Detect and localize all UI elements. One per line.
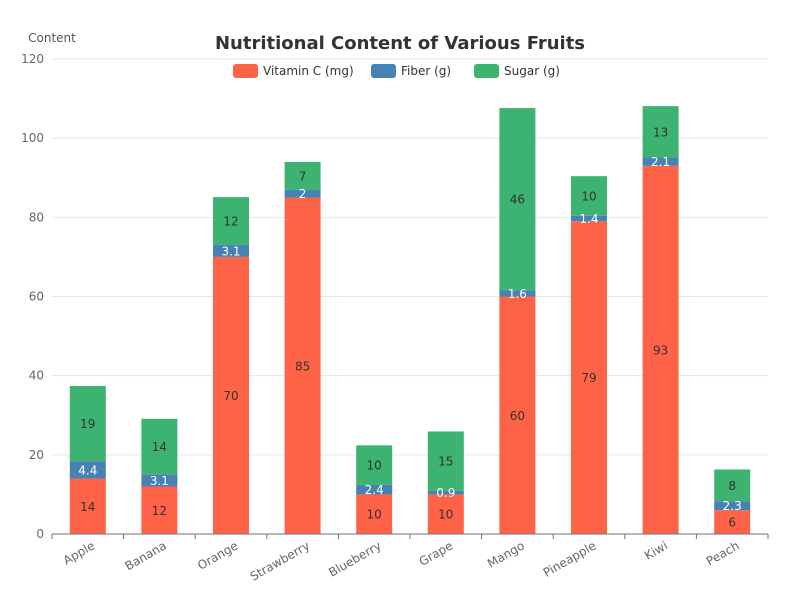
y-tick-label: 60 bbox=[29, 290, 44, 304]
y-tick-label: 80 bbox=[29, 210, 44, 224]
bar-segment[interactable] bbox=[427, 494, 464, 534]
x-tick-label: Peach bbox=[704, 538, 742, 568]
data-label: 19 bbox=[80, 417, 95, 431]
bar-segment[interactable] bbox=[714, 469, 751, 502]
y-tick-label: 120 bbox=[21, 52, 44, 66]
data-label: 2.1 bbox=[651, 155, 670, 169]
bar-segment[interactable] bbox=[141, 474, 178, 487]
data-label: 10 bbox=[438, 508, 453, 522]
legend-swatch bbox=[371, 64, 396, 78]
bar-segment[interactable] bbox=[642, 106, 679, 158]
data-label: 3.1 bbox=[221, 244, 240, 258]
bar-segment[interactable] bbox=[141, 418, 178, 475]
legend-label: Fiber (g) bbox=[401, 64, 451, 78]
legend-item[interactable]: Fiber (g) bbox=[371, 64, 451, 78]
data-label: 1.4 bbox=[579, 212, 598, 226]
data-label: 3.1 bbox=[150, 474, 169, 488]
bar-segment[interactable] bbox=[499, 290, 536, 297]
bar-segment[interactable] bbox=[571, 221, 607, 534]
x-tick-label: Pineapple bbox=[541, 538, 599, 579]
bars bbox=[69, 106, 751, 535]
y-axis-title: Content bbox=[28, 31, 76, 45]
data-label: 14 bbox=[80, 500, 95, 514]
legend-swatch bbox=[233, 64, 258, 78]
bar-segment[interactable] bbox=[499, 296, 536, 535]
data-label: 12 bbox=[223, 214, 238, 228]
data-label: 1.6 bbox=[508, 287, 527, 301]
data-label: 8 bbox=[728, 479, 736, 493]
data-label: 12 bbox=[152, 504, 167, 518]
bar-segment[interactable] bbox=[642, 157, 679, 166]
data-labels: 14 4.4 19 12 3.1 14 70 3.1 12 85 2 7 10 2.4 10 10 0.9 15 6… bbox=[78, 125, 741, 529]
y-tick-label: 20 bbox=[29, 448, 44, 462]
data-label: 4.4 bbox=[78, 463, 97, 477]
bar-segment[interactable] bbox=[69, 461, 106, 479]
data-label: 14 bbox=[152, 440, 167, 454]
bar-segment[interactable] bbox=[571, 176, 607, 216]
bar-segment[interactable] bbox=[213, 244, 249, 257]
x-tick-label: Mango bbox=[485, 538, 527, 570]
data-label: 79 bbox=[581, 371, 596, 385]
y-tick-label: 100 bbox=[21, 131, 44, 145]
y-tick-label: 40 bbox=[29, 369, 44, 383]
bar-segment[interactable] bbox=[213, 197, 249, 245]
bar-segment[interactable] bbox=[69, 385, 106, 462]
data-label: 60 bbox=[510, 409, 525, 423]
data-label: 2.4 bbox=[365, 483, 384, 497]
bar-segment[interactable] bbox=[141, 486, 178, 535]
bar-segment[interactable] bbox=[642, 165, 679, 534]
data-label: 13 bbox=[653, 125, 668, 139]
bar-segment[interactable] bbox=[427, 431, 464, 491]
y-tick-label: 0 bbox=[36, 527, 44, 541]
data-label: 7 bbox=[299, 169, 307, 183]
data-label: 15 bbox=[438, 455, 453, 469]
bar-segment[interactable] bbox=[284, 189, 321, 198]
bar-segment[interactable] bbox=[714, 510, 751, 534]
bar-segment[interactable] bbox=[284, 161, 321, 190]
bar-segment[interactable] bbox=[356, 484, 393, 495]
data-label: 70 bbox=[223, 389, 238, 403]
data-label: 10 bbox=[367, 459, 382, 473]
bar-segment[interactable] bbox=[284, 197, 321, 534]
data-label: 0.9 bbox=[436, 486, 455, 500]
x-tick-label: Blueberry bbox=[326, 538, 384, 579]
legend-swatch bbox=[474, 64, 499, 78]
x-tick-label: Strawberry bbox=[248, 538, 312, 583]
x-tick-label: Orange bbox=[195, 538, 240, 572]
data-label: 93 bbox=[653, 343, 668, 357]
bar-segment[interactable] bbox=[356, 494, 393, 534]
data-label: 85 bbox=[295, 359, 310, 373]
data-label: 10 bbox=[581, 189, 596, 203]
legend[interactable]: Vitamin C (mg) Fiber (g) Sugar (g) bbox=[233, 64, 560, 78]
chart-title: Nutritional Content of Various Fruits bbox=[215, 33, 585, 54]
bar-segment[interactable] bbox=[427, 490, 464, 495]
data-label: 10 bbox=[367, 508, 382, 522]
legend-label: Vitamin C (mg) bbox=[263, 64, 354, 78]
bar-segment[interactable] bbox=[356, 445, 393, 485]
data-label: 46 bbox=[510, 193, 525, 207]
data-label: 2.3 bbox=[723, 499, 742, 513]
bar-segment[interactable] bbox=[571, 215, 607, 222]
legend-item[interactable]: Vitamin C (mg) bbox=[233, 64, 354, 78]
legend-item[interactable]: Sugar (g) bbox=[474, 64, 560, 78]
x-tick-label: Apple bbox=[61, 538, 98, 567]
x-tick-label: Grape bbox=[417, 538, 456, 568]
bar-segment[interactable] bbox=[69, 478, 106, 534]
legend-label: Sugar (g) bbox=[504, 64, 560, 78]
data-label: 6 bbox=[728, 516, 736, 530]
bar-segment[interactable] bbox=[213, 256, 249, 534]
x-tick-label: Banana bbox=[122, 538, 168, 573]
bar-segment[interactable] bbox=[499, 108, 536, 291]
x-tick-label: Kiwi bbox=[642, 538, 670, 562]
bar-segment[interactable] bbox=[714, 501, 751, 511]
data-label: 2 bbox=[299, 187, 307, 201]
